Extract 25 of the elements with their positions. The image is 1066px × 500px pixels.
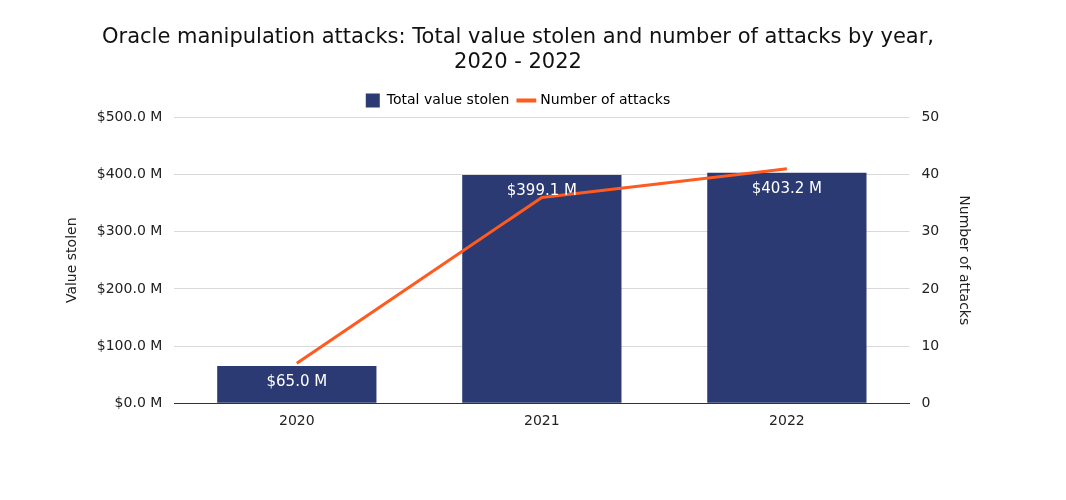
x-tick-label: 2022	[769, 412, 805, 429]
y2-tick-label: 40	[921, 165, 940, 182]
y2-tick-label: 50	[921, 108, 940, 125]
y2-axis-title: Number of attacks	[956, 195, 973, 326]
y2-tick-label: 10	[921, 336, 940, 353]
y-tick-label: $100.0 M	[96, 336, 163, 353]
y-tick-label: $300.0 M	[96, 222, 163, 239]
chart-title: Oracle manipulation attacks: Total value stolen and number of attacks by year, 2020 - 2022	[101, 24, 935, 74]
bar	[462, 175, 622, 403]
y2-tick-label: 0	[921, 393, 931, 410]
x-tick-label: 2021	[524, 412, 560, 429]
y-tick-label: $400.0 M	[96, 165, 163, 182]
y2-tick-label: 30	[921, 222, 940, 239]
y-axis-title: Value stolen	[63, 217, 80, 304]
data-label: $403.2 M	[751, 178, 822, 197]
y-tick-label: $200.0 M	[96, 279, 163, 296]
y-tick-label: $0.0 M	[114, 393, 163, 410]
bar	[217, 366, 377, 403]
legend-label: Number of attacks	[540, 91, 671, 108]
y-tick-label: $500.0 M	[96, 108, 163, 125]
legend-label: Total value stolen	[385, 91, 510, 108]
y2-tick-label: 20	[921, 279, 940, 296]
x-tick-label: 2020	[279, 412, 315, 429]
data-label: $65.0 M	[266, 371, 328, 390]
bar	[707, 172, 867, 403]
